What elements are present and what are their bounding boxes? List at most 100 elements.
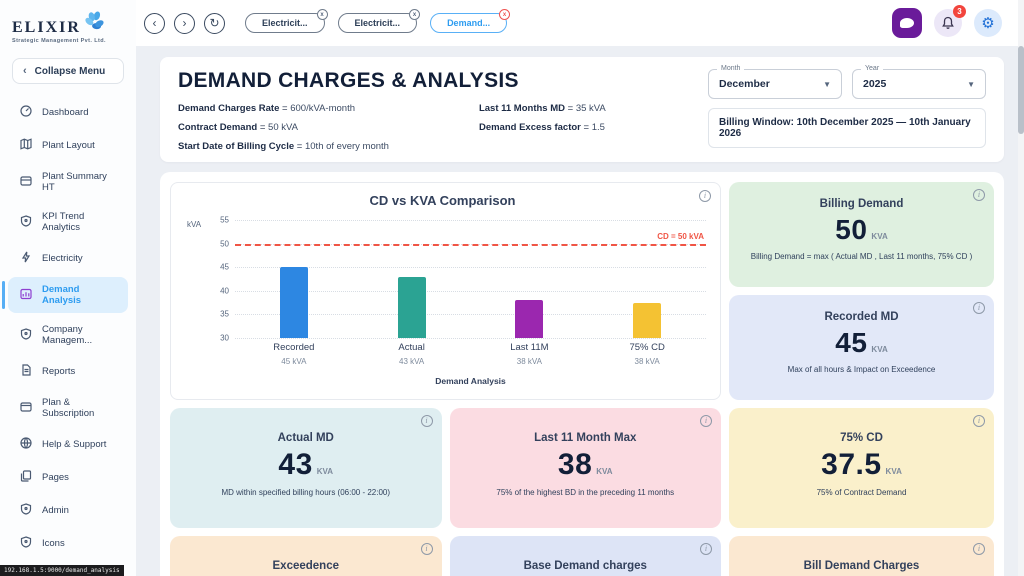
sidebar-item-demand-analysis[interactable]: Demand Analysis [2,277,128,313]
billing-demand-card: i Billing Demand 50 KVA Billing Demand = … [729,182,994,287]
sidebar-item-admin[interactable]: Admin [8,496,128,525]
info-icon[interactable]: i [700,415,712,427]
tab-electricity-2[interactable]: Electricit... x [337,9,421,33]
notifications-button[interactable]: 3 [934,5,966,37]
info-icon[interactable]: i [420,543,433,555]
recorded-md-card: i Recorded MD 45 KVA Max of all hours & I… [729,295,994,400]
tab-demand-analysis[interactable]: Demand... x [430,9,511,33]
chart-title: CD vs KVA Comparison [369,193,516,208]
nav-back-button[interactable]: ‹ [144,12,165,34]
panel-icon [20,401,32,416]
x-axis-labels: Recorded 45 kVA Actual 43 kVA Last 11M 38 kVA… [235,342,706,366]
y-axis-tick: 30 [220,333,229,343]
month-select-label: Month [717,65,745,72]
gridline [235,290,706,292]
card-description: 75% of Contract Demand [816,488,907,497]
collapse-menu-button[interactable]: ‹ Collapse Menu [12,58,124,84]
y-axis-tick: 50 [220,239,229,249]
sidebar-item-plant-summary-ht[interactable]: Plant Summary HT [8,164,128,200]
nav-forward-button[interactable]: › [174,12,195,34]
info-icon[interactable]: i [699,190,711,202]
shield-icon [20,214,32,230]
bar-last-11m[interactable] [515,300,544,338]
bar-recorded[interactable] [279,267,308,338]
gridline [235,338,706,339]
close-icon[interactable]: x [499,9,511,20]
settings-button[interactable]: ⚙ [974,9,1002,37]
year-select[interactable]: Year 2025 ▼ [852,65,986,99]
chat-button[interactable] [892,8,922,38]
info-icon[interactable]: i [700,543,712,555]
card-value: 37.5 [821,448,882,481]
card-unit: KVA [596,467,613,476]
sidebar-item-pages[interactable]: Pages [8,463,128,492]
sidebar: ELIXIR Strategic Management Pvt. Ltd. ‹ … [0,0,136,576]
card-description: Billing Demand = max ( Actual MD , Last … [750,252,973,261]
y-axis-tick: 40 [220,286,229,296]
browser-status-url: 192.168.1.5:9000/demand_analysis [0,565,124,576]
chevron-down-icon: ▼ [823,79,831,89]
close-icon[interactable]: x [316,9,328,20]
bar-slot [353,220,471,338]
gridline [235,314,706,316]
category-label: Actual [398,342,425,353]
card-title: Base Demand charges [523,560,647,572]
info-icon[interactable]: i [973,189,985,201]
detail-demand-charges-rate: Demand Charges Rate = 600/kVA-month [178,103,355,114]
base-demand-charges-card: i Base Demand charges [449,536,721,576]
category-label: 75% CD [629,342,665,353]
logo: ELIXIR Strategic Management Pvt. Ltd. [0,0,136,48]
x-axis-label: 75% CD 38 kVA [588,342,706,366]
sidebar-item-label: Electricity [42,253,83,264]
info-icon[interactable]: i [973,543,985,555]
scrollbar-thumb[interactable] [1018,46,1024,134]
card-unit: KVA [871,345,888,354]
month-select[interactable]: Month December ▼ [708,65,842,99]
sidebar-item-reports[interactable]: Reports [8,357,128,386]
y-axis-unit-label: kVA [187,220,202,229]
bar-75-cd[interactable] [633,302,662,338]
sidebar-item-icons[interactable]: Icons [8,529,128,558]
gridline [235,267,706,269]
sidebar-item-label: Help & Support [42,439,107,450]
card-unit: KVA [871,232,888,241]
page-title: DEMAND CHARGES & ANALYSIS [178,69,519,92]
card-value: 45 [835,327,868,358]
sidebar-item-electricity[interactable]: Electricity [8,244,128,273]
bar-slot [235,220,353,338]
refresh-button[interactable]: ↻ [204,12,225,34]
notification-badge: 3 [953,5,966,18]
chart-plot-area: CD = 50 kVA [235,220,706,339]
sidebar-item-company-management[interactable]: Company Managem... [8,317,128,353]
page-scrollbar[interactable] [1018,0,1024,576]
collapse-menu-label: Collapse Menu [34,65,106,77]
sidebar-item-label: Admin [42,505,69,516]
info-icon[interactable]: i [420,415,433,427]
actual-md-card: i Actual MD 43 KVA MD within specified bi… [170,408,442,528]
close-icon[interactable]: x [409,9,421,20]
info-icon[interactable]: i [973,415,985,427]
x-axis-label: Recorded 45 kVA [235,342,353,366]
sidebar-item-plant-layout[interactable]: Plant Layout [8,131,128,160]
gridline [235,220,706,221]
card-title: Billing Demand [819,198,904,210]
info-icon[interactable]: i [973,302,985,314]
sidebar-item-help-support[interactable]: Help & Support [8,430,128,459]
sidebar-item-dashboard[interactable]: Dashboard [8,98,128,127]
gear-icon: ⚙ [981,15,995,32]
bar-actual[interactable] [397,276,426,338]
tab-electricity-1[interactable]: Electricit... x [245,9,328,33]
sidebar-item-plan-subscription[interactable]: Plan & Subscription [8,390,128,426]
bell-icon [942,16,954,29]
sidebar-item-kpi-trend-analytics[interactable]: KPI Trend Analytics [8,204,128,240]
sidebar-item-label: Company Managem... [42,324,93,346]
category-value-label: 45 kVA [281,357,307,366]
document-icon [20,364,32,379]
card-description: MD within specified billing hours (06:00… [221,488,391,497]
card-title: Exceedence [272,560,340,572]
header-card: DEMAND CHARGES & ANALYSIS Demand Charges… [160,57,1004,162]
detail-contract-demand: Contract Demand = 50 kVA [178,122,298,133]
cd-reference-line [235,243,706,246]
tab-label: Demand... [447,18,491,28]
x-axis-label: Actual 43 kVA [353,342,471,366]
